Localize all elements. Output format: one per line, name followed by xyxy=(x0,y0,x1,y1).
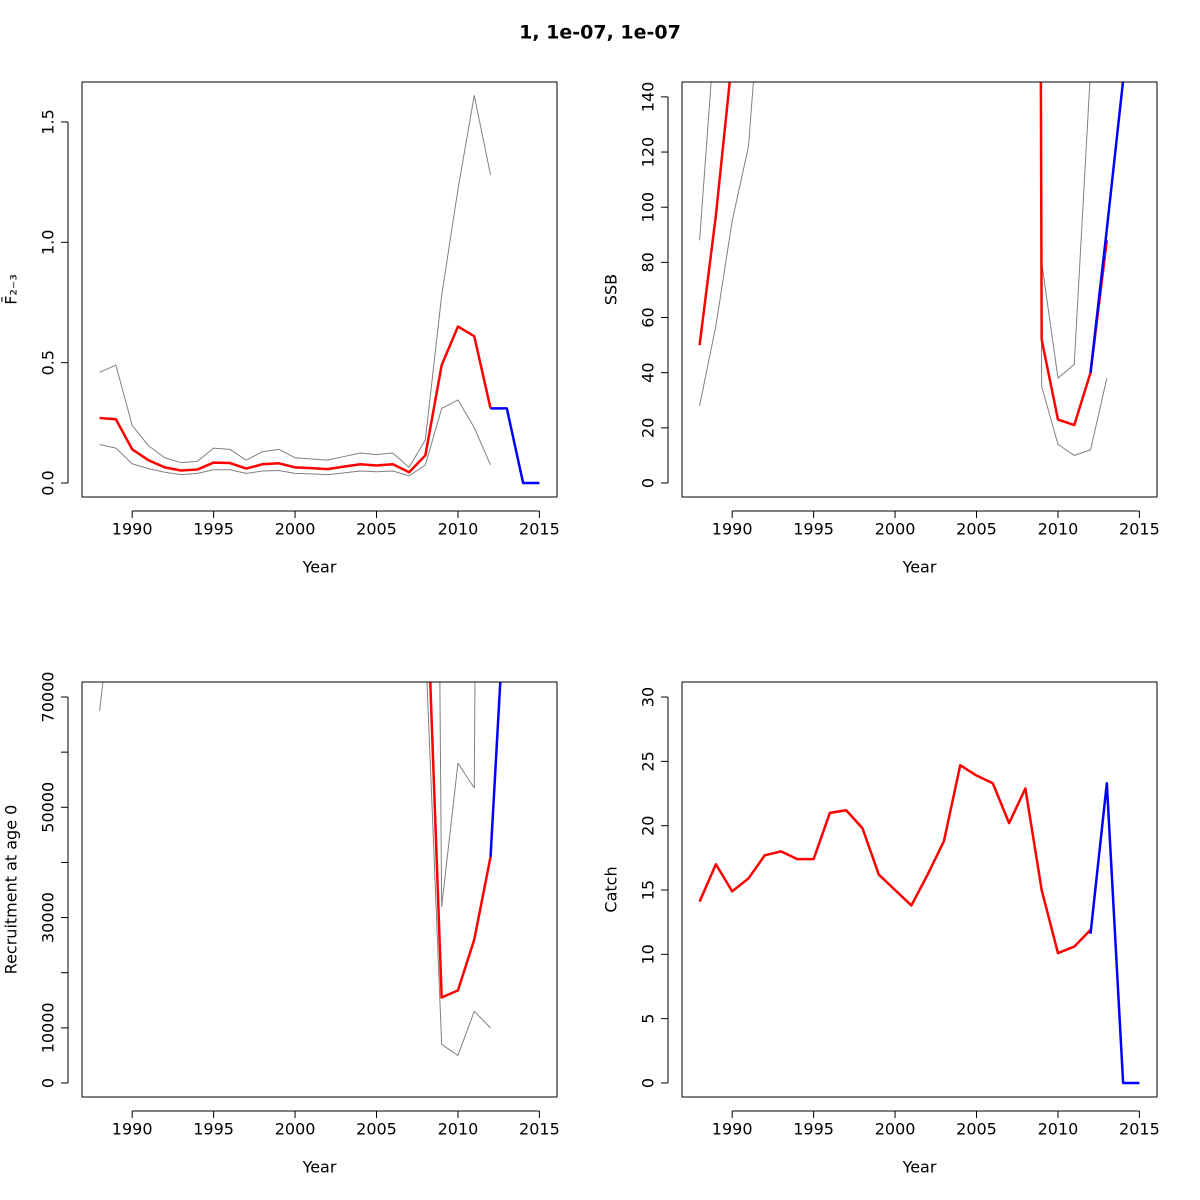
series-line xyxy=(698,763,1092,955)
x-tick-label: 1990 xyxy=(112,520,153,539)
y-tick-label: 60 xyxy=(639,307,658,327)
y-tick-label: 0 xyxy=(639,1078,658,1088)
plot-area xyxy=(99,682,502,1056)
plot-box xyxy=(81,81,558,498)
x-tick-label: 1990 xyxy=(712,1120,753,1139)
y-axis-title: Recruitment at age 0 xyxy=(2,805,21,975)
x-axis-title: Year xyxy=(302,1158,337,1177)
y-tick-label: 5 xyxy=(639,1014,658,1024)
series-line xyxy=(698,82,1109,427)
series-line xyxy=(429,682,492,999)
y-tick-label: 30000 xyxy=(39,892,58,943)
x-tick-label: 2015 xyxy=(1119,1120,1160,1139)
x-tick-label: 1990 xyxy=(712,520,753,539)
plot-box xyxy=(681,81,1158,498)
x-axis-title: Year xyxy=(902,558,937,577)
y-tick-label: 1.5 xyxy=(39,109,58,134)
plot-area xyxy=(698,763,1140,1085)
y-tick-label: 0.5 xyxy=(39,350,58,375)
x-tick-label: 2005 xyxy=(356,1120,397,1139)
x-axis-title: Year xyxy=(902,1158,937,1177)
x-tick-label: 2005 xyxy=(956,1120,997,1139)
y-tick-label: 15 xyxy=(639,880,658,900)
series-line xyxy=(699,82,1108,456)
y-tick-label: 120 xyxy=(639,137,658,168)
y-tick-label: 140 xyxy=(639,82,658,113)
x-axis-title: Year xyxy=(302,558,337,577)
y-tick-label: 25 xyxy=(639,751,658,771)
y-tick-label: 80 xyxy=(639,252,658,272)
plot-box xyxy=(681,681,1158,1098)
x-tick-label: 2005 xyxy=(956,520,997,539)
y-tick-label: 0 xyxy=(39,1078,58,1088)
y-tick-label: 10 xyxy=(639,944,658,964)
y-tick-label: 50000 xyxy=(39,782,58,833)
y-tick-label: 0 xyxy=(639,478,658,488)
x-tick-label: 2015 xyxy=(1119,520,1160,539)
series-line xyxy=(1089,781,1140,1085)
series-line xyxy=(489,682,502,857)
series-line xyxy=(699,82,1091,379)
y-axis-title: Catch xyxy=(602,866,621,912)
y-tick-label: 1.0 xyxy=(39,230,58,255)
x-tick-label: 2000 xyxy=(875,1120,916,1139)
series-line xyxy=(1089,82,1125,373)
x-tick-label: 2010 xyxy=(1038,1120,1079,1139)
series-line xyxy=(99,682,491,1056)
x-tick-label: 2010 xyxy=(1038,520,1079,539)
plot-area xyxy=(698,82,1125,456)
plot-area xyxy=(99,94,540,485)
x-tick-label: 1990 xyxy=(112,1120,153,1139)
x-tick-label: 2000 xyxy=(275,1120,316,1139)
y-axis-title: SSB xyxy=(602,274,621,305)
y-tick-label: 20 xyxy=(639,418,658,438)
y-tick-label: 100 xyxy=(639,192,658,223)
y-axis-title: F̄₂₋₃ xyxy=(2,274,21,304)
x-tick-label: 2010 xyxy=(438,1120,479,1139)
y-tick-label: 70000 xyxy=(39,672,58,723)
y-tick-label: 10000 xyxy=(39,1002,58,1053)
figure-title: 1, 1e-07, 1e-07 xyxy=(519,22,681,44)
x-tick-label: 2000 xyxy=(275,520,316,539)
series-line xyxy=(99,399,491,477)
x-tick-label: 1995 xyxy=(193,1120,234,1139)
x-tick-label: 2005 xyxy=(356,520,397,539)
series-line xyxy=(99,325,492,474)
x-tick-label: 1995 xyxy=(193,520,234,539)
x-tick-label: 1995 xyxy=(793,520,834,539)
plot-box xyxy=(81,681,558,1098)
y-tick-label: 30 xyxy=(639,687,658,707)
x-tick-label: 1995 xyxy=(793,1120,834,1139)
x-tick-label: 2015 xyxy=(519,1120,560,1139)
y-tick-label: 20 xyxy=(639,816,658,836)
series-line xyxy=(490,407,540,485)
x-tick-label: 2000 xyxy=(875,520,916,539)
y-tick-label: 0.0 xyxy=(39,470,58,495)
y-tick-label: 40 xyxy=(639,362,658,382)
series-line xyxy=(99,94,492,468)
x-tick-label: 2015 xyxy=(519,520,560,539)
x-tick-label: 2010 xyxy=(438,520,479,539)
